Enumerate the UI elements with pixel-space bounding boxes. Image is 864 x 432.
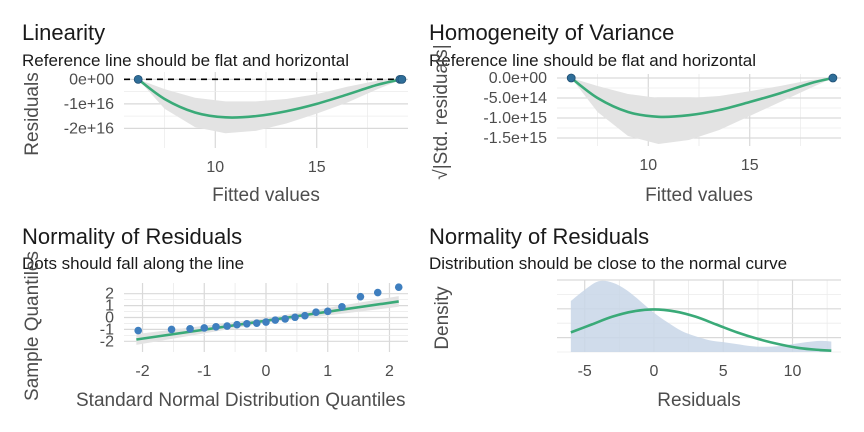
qq-point bbox=[373, 288, 382, 297]
qq-point bbox=[243, 320, 251, 328]
x-tick-label: 15 bbox=[741, 157, 759, 174]
y-tick-label: 0e+00 bbox=[69, 71, 114, 88]
data-point bbox=[133, 74, 143, 84]
density-y-axis-label: Density bbox=[432, 286, 453, 350]
linearity-subtitle: Reference line should be flat and horizo… bbox=[22, 51, 349, 70]
linearity-x-axis-label: Fitted values bbox=[212, 185, 320, 206]
density-x-ticks: -5 0 5 10 bbox=[578, 363, 802, 380]
y-tick-label: 0 bbox=[105, 310, 114, 327]
homogeneity-y-axis-label: √|Std. residuals| bbox=[431, 44, 452, 179]
qq-point bbox=[134, 326, 142, 335]
y-tick-label: 2 bbox=[105, 286, 114, 303]
y-tick-label: -5.0e+14 bbox=[483, 90, 547, 107]
qq-point bbox=[323, 307, 332, 316]
panel-qq: -2 -1 0 1 2 210-1-2 Normality of Residuals D… bbox=[22, 224, 408, 411]
x-tick-label: 0 bbox=[650, 363, 659, 380]
qq-point bbox=[281, 315, 289, 323]
y-tick-label: 0.0e+00 bbox=[489, 70, 547, 87]
qq-point bbox=[252, 319, 261, 328]
qq-point bbox=[356, 292, 365, 301]
homogeneity-subtitle: Reference line should be flat and horizo… bbox=[429, 51, 756, 70]
density-normal-curve bbox=[570, 308, 832, 352]
x-tick-label: 10 bbox=[639, 157, 657, 174]
homogeneity-confidence-band bbox=[571, 78, 833, 144]
panel-linearity: 10 15 0e+00 -1e+16 -2e+16 Linearity Referen… bbox=[22, 20, 408, 206]
confidence-band bbox=[571, 78, 833, 144]
y-tick-label: -1.0e+15 bbox=[483, 110, 547, 127]
x-tick-label: 15 bbox=[308, 159, 326, 176]
data-point bbox=[566, 73, 576, 83]
qq-points bbox=[134, 283, 403, 335]
qq-point bbox=[301, 311, 309, 320]
linearity-title: Linearity bbox=[22, 20, 105, 45]
qq-point bbox=[186, 325, 194, 333]
x-tick-label: 2 bbox=[385, 363, 394, 380]
homogeneity-x-ticks: 10 15 bbox=[639, 157, 758, 174]
density-x-axis-label: Residuals bbox=[657, 390, 740, 411]
qq-point bbox=[167, 325, 176, 334]
qq-point bbox=[291, 313, 299, 322]
y-tick-label: -1.5e+15 bbox=[483, 130, 547, 147]
linearity-y-axis-label: Residuals bbox=[22, 72, 43, 155]
qq-point bbox=[271, 316, 280, 324]
homogeneity-title: Homogeneity of Variance bbox=[429, 20, 674, 45]
homogeneity-smooth-curve bbox=[570, 76, 834, 119]
qq-point bbox=[223, 322, 231, 330]
homogeneity-y-ticks: 0.0e+00 -5.0e+14 -1.0e+15 -1.5e+15 bbox=[483, 70, 547, 147]
y-tick-label: -1 bbox=[100, 321, 114, 338]
density-title: Normality of Residuals bbox=[429, 224, 649, 249]
normal-curve bbox=[570, 308, 832, 352]
y-tick-label: -2e+16 bbox=[64, 120, 114, 137]
x-tick-label: 10 bbox=[206, 159, 224, 176]
qq-title: Normality of Residuals bbox=[22, 224, 242, 249]
qq-x-axis-label: Standard Normal Distribution Quantiles bbox=[76, 390, 406, 411]
x-tick-label: 10 bbox=[784, 363, 802, 380]
qq-point bbox=[212, 322, 220, 331]
qq-point bbox=[312, 308, 320, 316]
qq-y-ticks: 210-1-2 bbox=[100, 286, 114, 351]
qq-y-axis-label: Sample Quantiles bbox=[22, 251, 43, 401]
linearity-points bbox=[133, 74, 407, 84]
qq-x-ticks: -2 -1 0 1 2 bbox=[135, 363, 394, 380]
density-subtitle: Distribution should be close to the norm… bbox=[429, 254, 787, 273]
x-tick-label: 0 bbox=[262, 363, 271, 380]
data-point bbox=[397, 74, 407, 84]
homogeneity-points bbox=[566, 73, 838, 83]
y-tick-label: 1 bbox=[105, 298, 114, 315]
panel-density: -5 0 5 10 Normality of Residuals Distributi… bbox=[429, 224, 841, 411]
homogeneity-x-axis-label: Fitted values bbox=[645, 185, 753, 206]
qq-point bbox=[200, 324, 209, 332]
empirical-density-area bbox=[570, 280, 832, 352]
y-tick-label: -1e+16 bbox=[64, 96, 114, 113]
confidence-band bbox=[138, 79, 402, 134]
qq-point bbox=[262, 318, 270, 326]
qq-grid bbox=[124, 283, 408, 352]
panel-homogeneity: 10 15 0.0e+00 -5.0e+14 -1.0e+15 -1.5e+15 Hom… bbox=[429, 20, 841, 206]
data-point bbox=[828, 73, 838, 83]
qq-point bbox=[394, 283, 403, 291]
linearity-confidence-band bbox=[138, 79, 402, 134]
smooth-curve bbox=[570, 76, 834, 119]
x-tick-label: -5 bbox=[578, 363, 592, 380]
x-tick-label: -2 bbox=[135, 363, 149, 380]
qq-point bbox=[338, 302, 346, 311]
x-tick-label: 1 bbox=[323, 363, 332, 380]
x-tick-label: -1 bbox=[197, 363, 211, 380]
linearity-y-ticks: 0e+00 -1e+16 -2e+16 bbox=[64, 71, 114, 137]
x-tick-label: 5 bbox=[719, 363, 728, 380]
qq-point bbox=[233, 320, 241, 329]
qq-subtitle: Dots should fall along the line bbox=[22, 254, 244, 273]
linearity-x-ticks: 10 15 bbox=[206, 159, 325, 176]
smooth-curve bbox=[137, 78, 403, 119]
density-empirical-area bbox=[570, 280, 832, 352]
linearity-smooth-curve bbox=[137, 78, 403, 119]
y-tick-label: -2 bbox=[100, 333, 114, 350]
